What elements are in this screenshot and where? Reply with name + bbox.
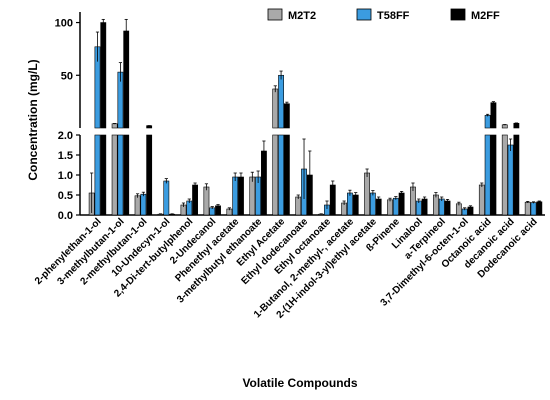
bar-m2ff <box>375 198 382 216</box>
bar-t58ff <box>117 134 124 216</box>
bar-t58ff <box>186 200 193 216</box>
legend-swatch-t58ff <box>356 8 372 21</box>
bar-m2ff-upper <box>123 30 130 129</box>
bar-t58ff <box>438 198 445 216</box>
bar-m2ff <box>123 134 130 216</box>
y-tick-label: 1.0 <box>58 170 73 182</box>
legend-swatch-m2ff <box>450 8 466 21</box>
legend-swatch-m2t2 <box>267 8 283 21</box>
legend-label-m2t2: M2T2 <box>288 10 316 22</box>
y-tick-label: 0.5 <box>58 190 73 202</box>
bar-t58ff <box>507 144 514 216</box>
bar-t58ff-upper <box>278 74 284 129</box>
y-axis-title: Concentration (mg/L) <box>26 59 40 180</box>
bar-m2ff <box>329 184 336 216</box>
bar-m2t2-upper <box>272 88 279 129</box>
bar-m2ff <box>100 134 107 216</box>
bar-m2t2 <box>433 194 439 216</box>
bar-m2t2 <box>272 134 279 216</box>
bar-m2ff-upper <box>146 125 153 129</box>
bar-t58ff <box>484 134 491 216</box>
bar-m2t2 <box>111 134 118 216</box>
bar-m2ff <box>398 192 405 216</box>
bar-t58ff <box>163 180 170 216</box>
legend-label-t58ff: T58FF <box>377 10 410 22</box>
bar-m2t2 <box>295 196 302 216</box>
category-labels: 2-phenylethan-1-ol3-methylbutan-1-ol2-me… <box>33 216 540 321</box>
bar-m2t2 <box>203 186 210 216</box>
y-tick-label: 2.0 <box>58 130 73 142</box>
y-tick-label: 1.5 <box>58 150 73 162</box>
bar-m2ff <box>215 205 221 216</box>
bar-m2ff <box>513 134 520 216</box>
bars <box>88 18 543 216</box>
legend-label-m2ff: M2FF <box>471 10 500 22</box>
bar-m2ff-upper <box>513 122 520 129</box>
bar-m2t2 <box>478 184 485 216</box>
bar-m2ff <box>490 134 497 216</box>
bar-m2t2 <box>501 134 508 216</box>
bar-t58ff <box>392 197 399 216</box>
bar-t58ff <box>347 192 353 216</box>
bar-m2ff <box>352 194 359 216</box>
bar-m2ff <box>536 201 543 216</box>
bar-m2ff <box>192 184 198 216</box>
y-tick-label: 0.0 <box>58 210 73 222</box>
bar-t58ff <box>232 176 239 216</box>
bar-m2t2 <box>387 199 393 216</box>
bar-m2t2 <box>524 201 531 216</box>
bar-t58ff <box>278 134 284 216</box>
bar-m2t2 <box>455 203 462 216</box>
bar-m2ff <box>421 198 428 216</box>
bar-t58ff <box>415 200 422 216</box>
bar-t58ff <box>369 192 376 216</box>
bar-m2ff-upper <box>283 103 290 129</box>
bar-t58ff <box>140 193 147 216</box>
bar-m2t2-upper <box>501 124 508 129</box>
bar-m2t2 <box>134 195 141 216</box>
y-tick-label: 100 <box>55 18 73 30</box>
legend: M2T2 T58FF M2FF <box>267 8 500 22</box>
bar-m2t2 <box>249 176 256 216</box>
bar-m2t2 <box>364 172 370 216</box>
bar-m2ff <box>444 200 451 216</box>
x-axis-title: Volatile Compounds <box>242 376 357 390</box>
bar-m2ff-upper <box>100 22 107 129</box>
bar-m2ff <box>283 134 290 216</box>
bar-t58ff-upper <box>484 115 491 129</box>
bar-t58ff <box>530 202 537 216</box>
y-tick-label: 50 <box>61 70 73 82</box>
bar-m2ff <box>238 176 244 216</box>
bar-t58ff <box>94 134 101 216</box>
bar-m2ff <box>146 134 153 216</box>
bar-m2t2-upper <box>111 123 118 129</box>
bar-m2ff-upper <box>490 102 497 129</box>
bar-m2t2 <box>410 186 416 216</box>
